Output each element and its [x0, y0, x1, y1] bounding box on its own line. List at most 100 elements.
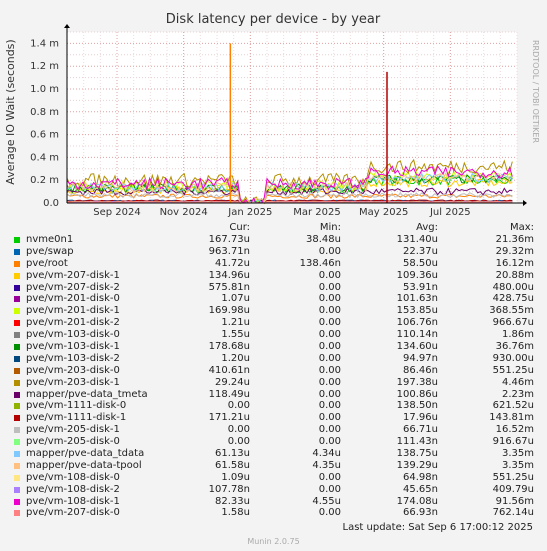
x-tick-label: Sep 2024 — [93, 207, 140, 218]
legend-swatch — [14, 486, 20, 493]
legend-name: mapper/pve-data-tpool — [26, 459, 142, 471]
legend-row: pve/vm-205-disk-0 0.00 0.00 111.43n 916.67u — [0, 436, 547, 448]
series-line — [66, 165, 513, 204]
legend-max: 3.35m — [501, 459, 534, 471]
legend-min: 0.00 — [318, 400, 341, 412]
legend-swatch — [14, 439, 20, 446]
legend-min: 0.00 — [318, 305, 341, 317]
legend-name: pve/vm-103-disk-0 — [26, 329, 120, 341]
legend-max: 29.32m — [495, 245, 534, 257]
legend-max: 480.00u — [492, 281, 534, 293]
legend-name: pve/vm-103-disk-1 — [26, 341, 120, 353]
legend-min: 0.00 — [318, 293, 341, 305]
rrdtool-watermark: RRDTOOL / TOBI OETIKER — [531, 40, 540, 143]
legend-min: 0.00 — [318, 412, 341, 424]
legend-row: pve/vm-103-disk-0 1.55u 0.00 110.14n 1.86m — [0, 329, 547, 341]
legend-header-cur: Cur: — [229, 222, 250, 233]
legend-avg: 58.50u — [403, 257, 438, 269]
legend-max: 621.52u — [492, 400, 534, 412]
legend-min: 0.00 — [318, 471, 341, 483]
legend-min: 4.34u — [312, 448, 341, 460]
legend-cur: 1.09u — [221, 471, 250, 483]
series-line — [66, 191, 513, 204]
y-tick-label: 0.0 — [43, 198, 59, 209]
legend-row: pve/vm-207-disk-1 134.96u 0.00 109.36u 20.88… — [0, 270, 547, 282]
legend-row: pve/vm-201-disk-2 1.21u 0.00 106.76n 966.67u — [0, 317, 547, 329]
legend-name: pve/vm-1111-disk-0 — [26, 400, 127, 412]
legend-max: 428.75u — [492, 293, 534, 305]
legend-swatch — [14, 308, 20, 315]
legend-max: 916.67u — [492, 436, 534, 448]
legend-min: 0.00 — [318, 281, 341, 293]
legend-swatch — [14, 248, 20, 255]
legend-max: 409.79u — [492, 483, 534, 495]
y-tick-label: 0.4 m — [30, 152, 59, 163]
legend-min: 0.00 — [318, 317, 341, 329]
legend-header: Cur: Min: Avg: Max: — [0, 222, 547, 234]
legend-max: 16.52m — [495, 424, 534, 436]
legend-row: mapper/pve-data-tpool 61.58u 4.35u 139.29u 3… — [0, 460, 547, 472]
legend-max: 143.81m — [489, 412, 534, 424]
legend-swatch — [14, 427, 20, 434]
legend-max: 2.23m — [501, 388, 534, 400]
y-tick-label: 1.2 m — [30, 61, 59, 72]
legend-avg: 174.08u — [396, 495, 438, 507]
legend-cur: 41.72u — [215, 257, 250, 269]
legend-avg: 101.63n — [396, 293, 438, 305]
last-update: Last update: Sat Sep 6 17:00:12 2025 — [342, 522, 533, 533]
legend-row: pve/vm-207-disk-2 575.81n 0.00 53.91n 480.00… — [0, 282, 547, 294]
legend-min: 0.00 — [318, 376, 341, 388]
legend-avg: 86.46n — [403, 364, 438, 376]
legend-header-min: Min: — [319, 222, 341, 233]
x-tick-label: Mar 2025 — [293, 207, 341, 218]
legend-name: pve/swap — [26, 245, 74, 257]
legend-min: 138.46n — [299, 257, 341, 269]
legend-min: 4.35u — [312, 459, 341, 471]
legend-swatch — [14, 260, 20, 267]
series-line — [66, 172, 513, 205]
legend-avg: 53.91n — [403, 281, 438, 293]
legend-avg: 94.97n — [403, 352, 438, 364]
legend-name: pve/vm-108-disk-1 — [26, 495, 120, 507]
legend-name: pve/vm-108-disk-0 — [26, 471, 120, 483]
legend-cur: 167.73u — [208, 234, 250, 245]
legend-avg: 64.98n — [403, 471, 438, 483]
legend-row: pve/root 41.72u 138.46n 58.50u 16.12m — [0, 258, 547, 270]
legend-swatch — [14, 379, 20, 386]
chart-title: Disk latency per device - by year — [166, 12, 381, 27]
legend-row: pve/vm-201-disk-0 1.07u 0.00 101.63n 428.75u — [0, 293, 547, 305]
legend-row: pve/vm-108-disk-0 1.09u 0.00 64.98n 551.25u — [0, 472, 547, 484]
legend-min: 0.00 — [318, 436, 341, 448]
legend-avg: 106.76n — [396, 317, 438, 329]
legend-row: pve/vm-201-disk-1 169.98u 0.00 153.85u 368.5… — [0, 305, 547, 317]
legend-max: 368.55m — [489, 305, 534, 317]
legend-min: 0.00 — [318, 364, 341, 376]
legend-min: 0.00 — [318, 424, 341, 436]
x-tick-label: Jul 2025 — [429, 207, 471, 218]
legend-max: 21.36m — [495, 234, 534, 245]
legend-name: pve/vm-201-disk-1 — [26, 305, 120, 317]
legend-name: pve/vm-201-disk-0 — [26, 293, 120, 305]
legend-swatch — [14, 344, 20, 351]
legend-max: 551.25u — [492, 364, 534, 376]
legend-max: 91.56m — [495, 495, 534, 507]
legend-cur: 107.78n — [208, 483, 250, 495]
legend-avg: 66.93n — [403, 507, 438, 519]
legend-swatch — [14, 296, 20, 303]
legend-row: pve/vm-1111-disk-1 171.21u 0.00 17.96u 143.8… — [0, 412, 547, 424]
x-axis-arrow — [523, 200, 527, 206]
legend-name: pve/vm-108-disk-2 — [26, 483, 120, 495]
legend-max: 762.14u — [492, 507, 534, 519]
legend-cur: 178.68u — [208, 341, 250, 353]
legend-avg: 139.29u — [396, 459, 438, 471]
legend-avg: 110.14n — [396, 329, 438, 341]
y-tick-label: 0.6 m — [30, 130, 59, 141]
legend-min: 0.00 — [318, 483, 341, 495]
legend-avg: 138.50n — [396, 400, 438, 412]
legend-name: pve/vm-103-disk-2 — [26, 352, 120, 364]
legend-row: pve/vm-103-disk-1 178.68u 0.00 134.60u 36.76… — [0, 341, 547, 353]
legend-cur: 0.00 — [227, 436, 250, 448]
legend-cur: 82.33u — [215, 495, 250, 507]
grid — [66, 31, 518, 204]
y-axis-arrow — [64, 24, 70, 28]
